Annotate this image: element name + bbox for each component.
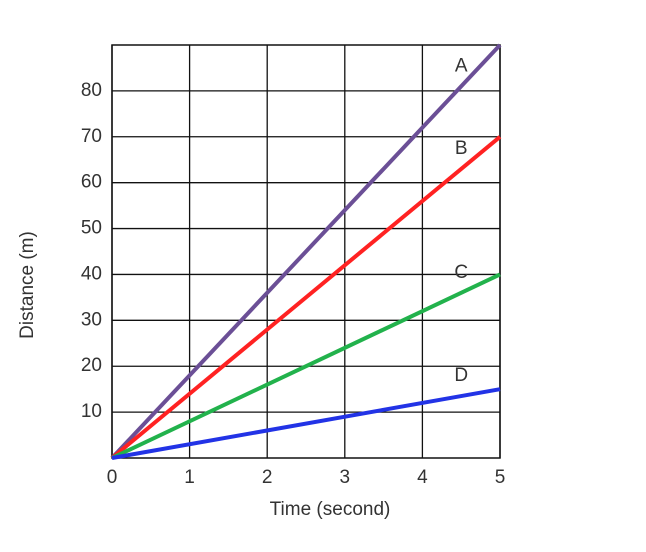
x-tick-label: 3 <box>340 467 351 488</box>
y-tick-label: 10 <box>81 401 102 422</box>
x-tick-label: 5 <box>495 467 506 488</box>
data-line <box>110 43 502 460</box>
data-line <box>111 387 501 460</box>
y-axis-title: Distance (m) <box>17 231 38 339</box>
x-tick-label: 1 <box>184 467 195 488</box>
series-label: A <box>455 55 468 76</box>
data-line <box>111 272 501 460</box>
y-tick-label: 80 <box>81 80 102 101</box>
y-tick-label: 20 <box>81 355 102 376</box>
x-axis-title: Time (second) <box>270 499 391 520</box>
y-tick-label: 70 <box>81 126 102 147</box>
x-tick-label: 0 <box>107 467 118 488</box>
y-tick-label: 30 <box>81 309 102 330</box>
y-tick-label: 50 <box>81 218 102 239</box>
data-line <box>110 135 502 460</box>
x-tick-label: 4 <box>417 467 428 488</box>
y-tick-label: 40 <box>81 263 102 284</box>
x-tick-label: 2 <box>262 467 273 488</box>
series-label: C <box>454 262 468 283</box>
y-tick-label: 60 <box>81 172 102 193</box>
series-label: B <box>455 138 468 159</box>
series-label: D <box>454 365 468 386</box>
